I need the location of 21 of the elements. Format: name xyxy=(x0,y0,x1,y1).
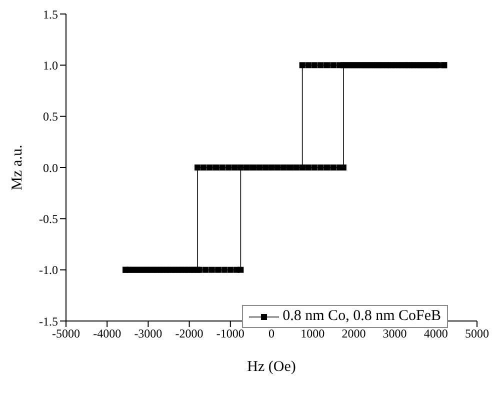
y-tick-label: -1.5 xyxy=(39,314,58,328)
y-axis-title: Mz a.u. xyxy=(9,144,26,190)
x-tick-label: -2000 xyxy=(175,326,204,341)
x-tick-label: 2000 xyxy=(342,326,366,341)
y-tick-label: 1.5 xyxy=(43,7,58,22)
x-tick-label: -3000 xyxy=(134,326,162,341)
x-tick-label: -4000 xyxy=(93,326,122,341)
y-tick-label: 0.5 xyxy=(43,110,58,124)
x-tick-label: 5000 xyxy=(465,326,489,341)
legend-label: 0.8 nm Co, 0.8 nm CoFeB xyxy=(282,308,441,325)
y-tick-label: 1.0 xyxy=(43,58,58,72)
y-tick-label: -0.5 xyxy=(39,212,58,226)
x-tick-label: -1000 xyxy=(216,326,244,341)
x-axis-title: Hz (Oe) xyxy=(247,359,296,375)
x-tick-label: 3000 xyxy=(382,326,407,341)
x-tick-label: 1000 xyxy=(300,326,325,341)
y-tick-label: 0.0 xyxy=(43,160,58,175)
x-tick-label: -5000 xyxy=(52,326,80,341)
x-tick-label: 0 xyxy=(268,326,274,341)
y-tick-label: -1.0 xyxy=(39,263,58,278)
x-tick-label: 4000 xyxy=(424,326,448,341)
